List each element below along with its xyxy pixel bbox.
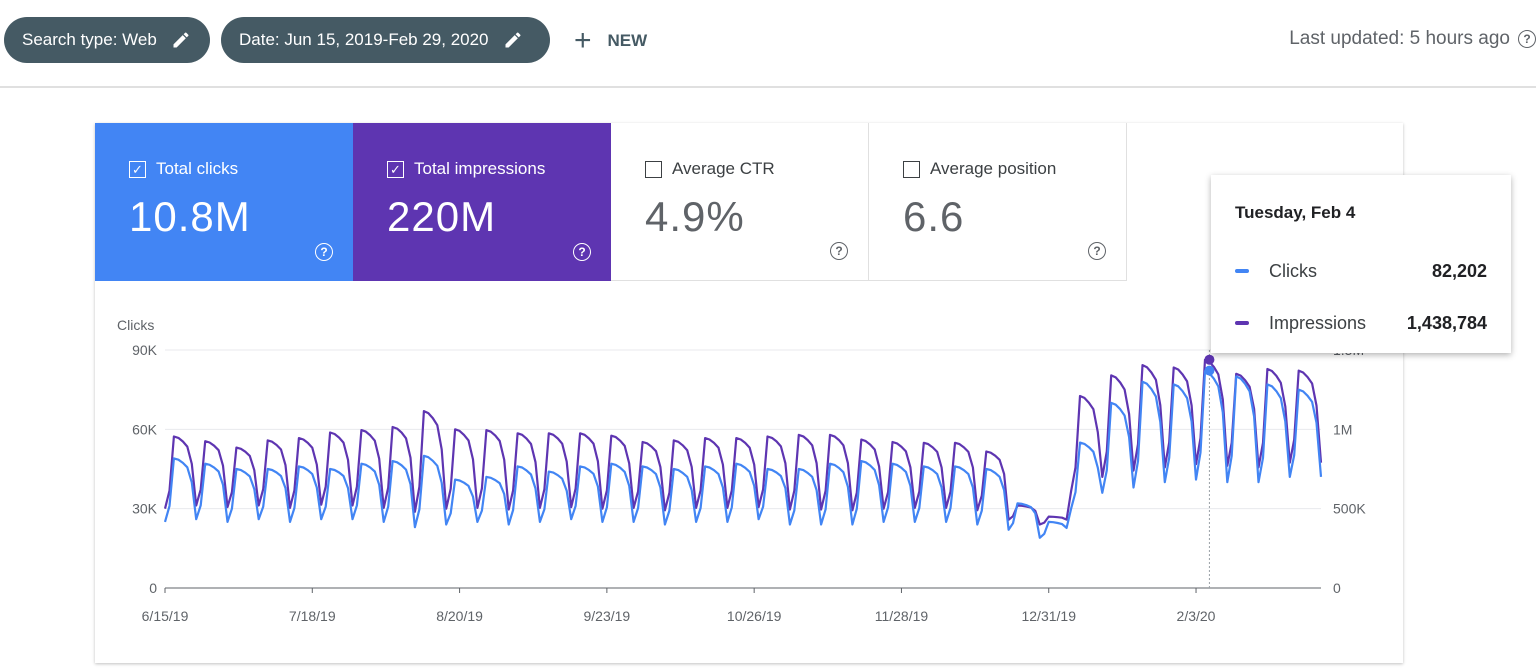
series-line-impressions [163,358,1323,526]
checkbox-unchecked-icon[interactable] [903,160,920,178]
y-right-tick-label: 500K [1333,501,1366,517]
last-updated: Last updated: 5 hours ago ? [1289,28,1536,50]
toolbar: Search type: Web Date: Jun 15, 2019-Feb … [0,0,1536,88]
y-right-tick-label: 1M [1333,421,1352,437]
date-range-chip[interactable]: Date: Jun 15, 2019-Feb 29, 2020 [221,17,550,63]
tooltip-date: Tuesday, Feb 4 [1235,203,1356,222]
x-tick-label: 7/18/19 [289,608,336,624]
checkbox-checked-icon[interactable]: ✓ [129,160,146,178]
metric-label: Total clicks [156,159,239,178]
tooltip-series-value: 1,438,784 [1406,312,1487,333]
x-tick-label: 8/20/19 [436,608,483,624]
metric-total-impressions[interactable]: ✓ Total impressions 220M ? [353,123,611,281]
metric-total-clicks[interactable]: ✓ Total clicks 10.8M ? [95,123,353,281]
metric-value: 220M [387,193,497,240]
x-tick-label: 9/23/19 [584,608,631,624]
tooltip-row-clicks: Clicks 82,202 [1235,245,1487,297]
metric-value: 6.6 [903,193,965,240]
y-left-axis-title: Clicks [117,317,154,333]
checkbox-unchecked-icon[interactable] [645,160,662,178]
y-left-tick-label: 90K [132,342,158,358]
y-left-tick-label: 60K [132,421,158,437]
tooltip-series-value: 82,202 [1431,260,1487,281]
help-icon[interactable]: ? [1088,242,1106,260]
metric-label: Total impressions [414,159,546,178]
hover-point-impressions [1204,354,1215,365]
edit-pencil-icon [173,32,189,48]
metric-average-position[interactable]: Average position 6.6 ? [869,123,1127,281]
hover-point-clicks [1204,365,1215,376]
search-type-chip-label: Search type: Web [22,30,157,49]
y-left-tick-label: 30K [132,501,158,517]
last-updated-text: Last updated: 5 hours ago [1289,28,1510,49]
performance-chart[interactable]: 030K60K90K0500K1M1.5MClicks6/15/197/18/1… [95,123,1403,663]
help-icon[interactable]: ? [1518,30,1536,48]
edit-pencil-icon [505,32,521,48]
help-icon[interactable]: ? [573,243,591,261]
metric-value: 10.8M [129,193,251,240]
metric-value: 4.9% [645,193,745,240]
plus-icon: + [574,24,592,57]
metric-label: Average CTR [672,159,775,178]
new-filter-button[interactable]: + NEW [574,24,647,58]
x-tick-label: 6/15/19 [142,608,189,624]
impressions-swatch [1235,321,1249,325]
y-left-tick-label: 0 [149,580,157,596]
x-tick-label: 11/28/19 [875,608,929,624]
checkbox-checked-icon[interactable]: ✓ [387,160,404,178]
performance-card: ✓ Total clicks 10.8M ? ✓ Total impressio… [95,123,1403,663]
chart-tooltip: Tuesday, Feb 4 Clicks 82,202 Impressions… [1211,175,1511,353]
x-tick-label: 10/26/19 [727,608,782,624]
y-right-tick-label: 0 [1333,580,1341,596]
tooltip-series-name: Impressions [1269,312,1367,333]
series-line-clicks [163,370,1323,539]
tooltip-row-impressions: Impressions 1,438,784 [1235,297,1487,349]
new-filter-label: NEW [607,31,648,50]
tooltip-series-name: Clicks [1269,260,1317,281]
metric-average-ctr[interactable]: Average CTR 4.9% ? [611,123,869,281]
clicks-swatch [1235,269,1249,273]
x-tick-label: 12/31/19 [1021,608,1076,624]
x-tick-label: 2/3/20 [1177,608,1216,624]
search-type-chip[interactable]: Search type: Web [4,17,210,63]
help-icon[interactable]: ? [315,243,333,261]
date-range-chip-label: Date: Jun 15, 2019-Feb 29, 2020 [239,30,489,49]
metric-label: Average position [930,159,1057,178]
help-icon[interactable]: ? [830,242,848,260]
